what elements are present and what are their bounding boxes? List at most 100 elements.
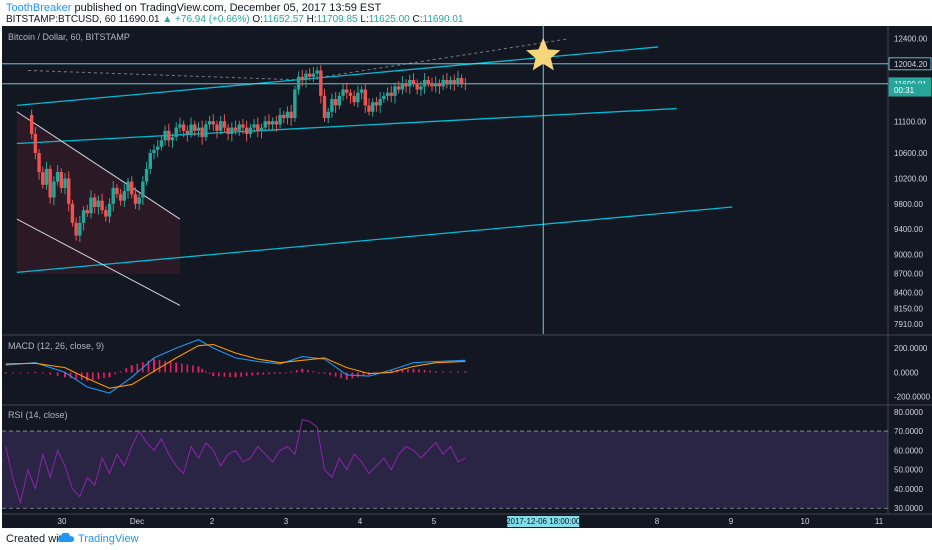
price-axis-label: 7910.00 (894, 320, 923, 329)
high-value: 11709.85 (316, 14, 358, 25)
published-text: published on TradingView.com, December 0… (74, 2, 382, 14)
price-axis-label: 8700.00 (894, 270, 923, 279)
macd-pane-title: MACD (12, 26, close, 9) (8, 341, 105, 351)
macd-histogram-bar (169, 361, 172, 373)
candle-body (459, 78, 464, 84)
price-axis-label: 10600.00 (894, 149, 928, 158)
candle-body (222, 121, 227, 128)
candle-body (293, 89, 297, 119)
macd-histogram-bar (152, 359, 155, 373)
macd-histogram-bar (234, 372, 237, 378)
candle-body (296, 76, 301, 90)
candle-body (107, 203, 112, 217)
rsi-axis-label: 80.0000 (894, 408, 923, 417)
macd-histogram-bar (423, 370, 426, 373)
macd-histogram-bar (245, 372, 248, 377)
candle-body (367, 105, 371, 112)
rsi-axis-label: 60.0000 (894, 446, 923, 455)
star-target-icon (526, 37, 561, 71)
candle-body (389, 92, 393, 96)
macd-histogram-bar (279, 372, 282, 374)
price-tag (888, 57, 932, 71)
chart-area[interactable]: 12400.00 11100.00 10600.00 10200.00 9800.00 9… (2, 26, 932, 528)
macd-histogram-bar (390, 370, 393, 373)
macd-histogram-bar (449, 371, 452, 373)
candle-body (322, 95, 327, 119)
candle-body (263, 121, 267, 128)
candle-body (244, 127, 249, 134)
macd-histogram-bar (323, 372, 326, 374)
chart-header: ToothBreaker published on TradingView.co… (0, 0, 932, 26)
high-label: H: (306, 14, 317, 25)
candle-body (352, 95, 356, 103)
candle-body (92, 197, 97, 207)
candle-body (215, 124, 219, 131)
time-axis-label: 5 (432, 517, 437, 526)
candle-body (430, 83, 434, 87)
macd-histogram-bar (201, 368, 203, 373)
tradingview-link[interactable]: TradingView (78, 533, 139, 545)
candle-body (356, 92, 360, 103)
candle-body (434, 83, 438, 87)
macd-histogram-bar (218, 372, 220, 377)
macd-histogram-bar (186, 364, 189, 373)
candle-body (285, 111, 290, 119)
macd-histogram-bar (442, 371, 444, 373)
macd-axis-label: -200.0000 (894, 393, 931, 402)
created-with-text: Created with (6, 533, 68, 545)
candle-body (115, 187, 119, 195)
macd-histogram-bar (223, 372, 226, 377)
candle-body (282, 114, 286, 119)
macd-axis-label: 200.0000 (894, 344, 928, 353)
macd-histogram-bar (301, 368, 304, 373)
candle-body (33, 133, 38, 154)
candle-body (445, 79, 449, 84)
candle-body (248, 127, 253, 134)
time-axis-label: 8 (655, 517, 660, 526)
macd-axis-label: 0.0000 (894, 368, 919, 377)
candle-body (345, 89, 349, 93)
price-axis-label: 8400.00 (894, 289, 923, 298)
candle-body (196, 127, 201, 131)
price-axis-label: 9000.00 (894, 251, 923, 260)
candle-body (259, 127, 264, 131)
candle-body (126, 181, 130, 192)
price-tag-label: 00:31 (894, 86, 915, 95)
close-label: C: (412, 14, 423, 25)
macd-histogram-bar (268, 372, 270, 375)
candle-body (67, 178, 71, 204)
candle-body (371, 102, 375, 112)
candle-body (104, 210, 108, 217)
candle-body (233, 127, 238, 131)
price-axis-label: 12400.00 (894, 35, 928, 44)
price-axis-label: 9800.00 (894, 200, 923, 209)
macd-histogram-bar (229, 372, 231, 377)
macd-histogram-bar (334, 372, 337, 377)
candle-body (393, 86, 397, 96)
macd-histogram-bar (75, 372, 77, 380)
candle-body (163, 130, 167, 141)
candle-body (81, 210, 86, 223)
ascending-channel-line (16, 46, 659, 107)
time-axis-label: 3 (284, 517, 289, 526)
price-change: ▲ +76.94 (+0.66%) (162, 14, 250, 25)
candle-body (348, 92, 353, 96)
candle-body (448, 79, 453, 84)
macd-histogram-bar (103, 372, 105, 379)
macd-histogram-bar (318, 372, 320, 374)
candle-body (89, 197, 93, 214)
candle-body (133, 194, 138, 204)
candle-body (300, 76, 304, 80)
candle-body (152, 149, 156, 154)
chart-canvas[interactable]: 12400.00 11100.00 10600.00 10200.00 9800.00 9… (2, 26, 932, 528)
candle-body (289, 111, 293, 119)
candle-body (456, 78, 460, 84)
candle-body (230, 127, 234, 134)
price-tag-label: 12004.20 (894, 60, 928, 69)
candle-body (111, 187, 115, 204)
candle-body (374, 102, 379, 106)
macd-histogram-bar (284, 372, 287, 374)
dotted-projection-line (27, 69, 303, 81)
author-link[interactable]: ToothBreaker (6, 2, 72, 14)
macd-histogram-bar (357, 372, 359, 378)
